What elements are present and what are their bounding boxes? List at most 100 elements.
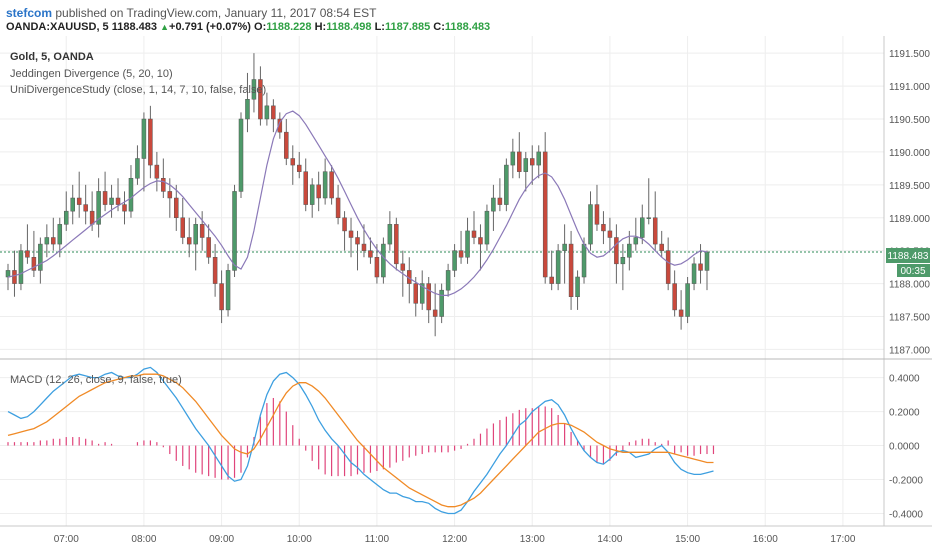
author-link[interactable]: stefcom <box>6 6 53 20</box>
candle-body <box>698 263 703 271</box>
candle-body <box>640 217 645 238</box>
indicator-lines <box>7 110 714 515</box>
candle-body <box>646 217 652 219</box>
candle-body <box>329 171 334 199</box>
price-tick-label: 1187.000 <box>889 345 930 356</box>
last-price-badge <box>886 248 930 263</box>
signal-line <box>7 373 714 508</box>
candle-body <box>25 250 30 258</box>
indicator-label-jeddingen: Jeddingen Divergence (5, 20, 10) <box>10 68 173 80</box>
candle-body <box>199 224 205 238</box>
candle-body <box>432 309 438 317</box>
indicator-label-unidivergence: UniDivergenceStudy (close, 1, 14, 7, 10,… <box>10 84 266 96</box>
candle-body <box>206 237 211 258</box>
candle-body <box>614 237 619 265</box>
labels: Gold, 5, OANDA Jeddingen Divergence (5, … <box>10 51 266 386</box>
candle-body <box>426 283 431 311</box>
candle-body <box>193 224 198 245</box>
candle-body <box>497 197 503 205</box>
candle-body <box>251 79 257 100</box>
candle-body <box>44 237 50 245</box>
axes <box>0 36 932 527</box>
candle-body <box>400 263 406 271</box>
candle-body <box>296 164 302 172</box>
candle-body <box>264 105 270 120</box>
candle-body <box>83 204 88 212</box>
candle-body <box>413 283 419 304</box>
high-label: H: <box>314 21 327 33</box>
candle-body <box>510 151 516 166</box>
candle-body <box>588 204 593 245</box>
chart-header: stefcom published on TradingView.com, Ja… <box>0 0 932 36</box>
grid <box>0 36 884 526</box>
candle-body <box>245 99 250 120</box>
candle-body <box>601 224 606 232</box>
candle-body <box>465 230 470 258</box>
candle-body <box>374 257 380 278</box>
candle-body <box>652 217 658 245</box>
candle-body <box>38 243 43 271</box>
symbol-name[interactable]: OANDA:XAUUSD, 5 <box>6 21 109 33</box>
price-tick-label: 1188.000 <box>889 280 930 291</box>
candle-body <box>562 243 567 251</box>
close-label: C: <box>433 21 445 33</box>
macd-axis: 0.4000 0.2000 0.0000 -0.2000 -0.4000 <box>889 374 923 521</box>
candle-body <box>18 250 24 284</box>
candle-body <box>607 230 613 238</box>
candle-body <box>620 257 626 265</box>
high-value: 1188.498 <box>326 21 372 33</box>
candle-body <box>135 158 140 179</box>
candle-body <box>303 171 308 205</box>
candle-body <box>148 118 153 166</box>
candle-body <box>555 250 561 284</box>
publish-line: stefcom published on TradingView.com, Ja… <box>6 6 376 20</box>
candle-body <box>290 158 296 166</box>
time-tick-label: 11:00 <box>365 534 390 545</box>
candle-body <box>31 257 37 271</box>
low-label: L: <box>374 21 385 33</box>
price-tick-label: 1191.500 <box>889 49 930 60</box>
last-price: 1188.483 <box>111 21 158 33</box>
candle-body <box>542 151 548 278</box>
candle-body <box>212 257 218 284</box>
chart-background <box>0 36 932 550</box>
candle-body <box>225 270 231 311</box>
candle-body <box>387 224 393 245</box>
candle-body <box>594 204 600 225</box>
candle-body <box>180 217 186 238</box>
candle-body <box>458 250 464 258</box>
candle-body <box>419 283 425 304</box>
candle-body <box>167 191 173 199</box>
candle-body <box>665 250 671 284</box>
candle-body <box>355 237 360 245</box>
macd-histogram <box>7 397 715 480</box>
candle-body <box>277 118 283 133</box>
low-value: 1187.885 <box>384 21 431 33</box>
candle-body <box>491 197 496 212</box>
macd-tick-label: -0.4000 <box>889 510 923 521</box>
macd-tick-label: -0.2000 <box>889 476 923 487</box>
candle-body <box>5 270 11 278</box>
candle-body <box>51 237 56 245</box>
candle-body <box>335 197 341 218</box>
candle-body <box>309 184 315 205</box>
up-arrow-icon: ▲ <box>160 22 170 32</box>
study-line <box>7 110 708 296</box>
price-tick-label: 1187.500 <box>889 313 930 324</box>
price-tick-label: 1190.500 <box>889 115 930 126</box>
chart-canvas[interactable]: Gold, 5, OANDA Jeddingen Divergence (5, … <box>0 36 932 550</box>
candle-body <box>12 270 17 284</box>
last-price-tag: 1188.483 00:35 <box>886 248 930 277</box>
candle-body <box>342 217 347 232</box>
candle-body <box>322 171 328 199</box>
macd-tick-label: 0.4000 <box>889 374 920 385</box>
candles <box>5 53 710 337</box>
candle-body <box>128 178 134 212</box>
price-change: +0.791 (+0.07%) <box>169 21 251 33</box>
candle-body <box>484 210 490 245</box>
candle-body <box>529 158 535 166</box>
candle-body <box>102 191 108 205</box>
candle-body <box>504 164 509 205</box>
time-tick-label: 07:00 <box>54 534 79 545</box>
candle-body <box>154 164 160 179</box>
